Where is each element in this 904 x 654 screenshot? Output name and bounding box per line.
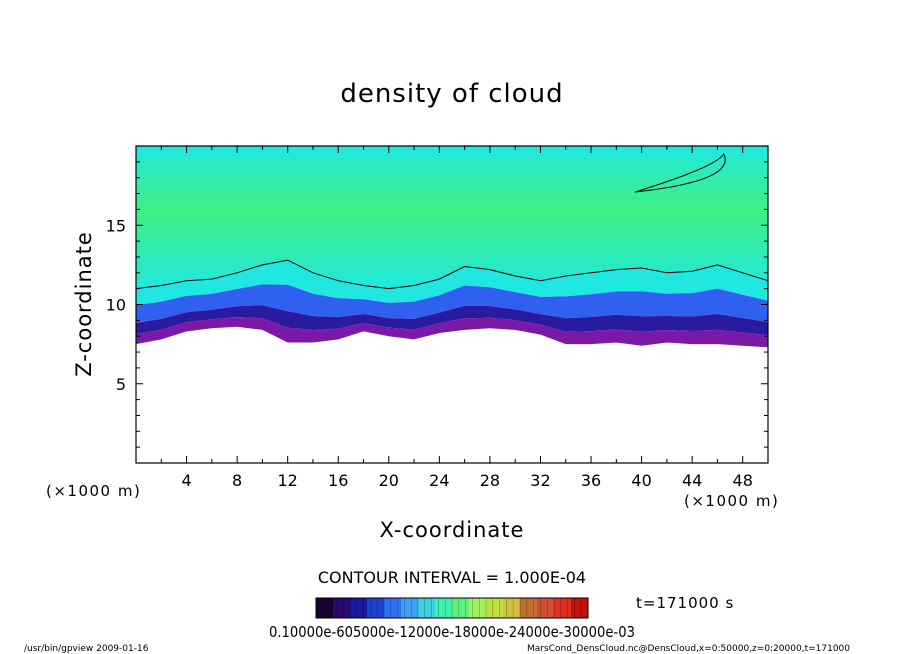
x-axis-label: X-coordinate	[380, 518, 525, 542]
field-band-indigo	[136, 305, 768, 336]
x-unit-right: (×1000 m)	[684, 492, 779, 510]
density-field	[136, 146, 768, 348]
colorbar-swatch	[418, 598, 436, 618]
colorbar-swatch	[435, 598, 453, 618]
colorbar-tick-labels: 0.10000e-605000e-12000e-18000e-24000e-30…	[269, 623, 635, 641]
colorbar-swatch	[571, 598, 589, 618]
colorbar-swatch	[367, 598, 385, 618]
colorbar-swatch	[401, 598, 419, 618]
colorbar-swatch	[469, 598, 487, 618]
x-tick-label: 4	[181, 471, 191, 490]
field-band-purple	[136, 317, 768, 348]
x-tick-label: 20	[379, 471, 399, 490]
colorbar-swatch	[333, 598, 351, 618]
x-tick-label: 48	[733, 471, 753, 490]
x-tick-label: 12	[278, 471, 298, 490]
field-band-blue	[136, 284, 768, 323]
colorbar-swatch	[537, 598, 555, 618]
contour-cloud-top	[136, 259, 768, 290]
y-axis-label: Z-coordinate	[72, 231, 96, 377]
colorbar	[316, 598, 589, 618]
y-tick-label: 5	[116, 375, 126, 394]
footer-right: MarsCond_DensCloud.nc@DensCloud,x=0:5000…	[527, 644, 850, 654]
y-axis-ticks: 5 10 15	[106, 161, 768, 448]
x-tick-label: 8	[232, 471, 242, 490]
x-axis-ticks: 4 8 12 16 20 24 28 32 36 40 44 48	[160, 146, 753, 490]
time-label: t=171000 s	[636, 594, 734, 612]
colorbar-swatch	[452, 598, 470, 618]
y-tick-label: 15	[106, 216, 126, 235]
contour-upper-right	[635, 152, 726, 193]
x-unit-left: (×1000 m)	[46, 482, 141, 500]
colorbar-swatch	[554, 598, 572, 618]
x-tick-label: 36	[581, 471, 601, 490]
colorbar-frame	[315, 597, 589, 619]
x-tick-label: 32	[530, 471, 550, 490]
field-band-upper	[136, 146, 768, 289]
footer-left: /usr/bin/gpview 2009-01-16	[24, 644, 149, 654]
colorbar-swatch	[350, 598, 368, 618]
colorbar-swatch	[486, 598, 504, 618]
x-tick-label: 40	[631, 471, 651, 490]
colorbar-swatch	[503, 598, 521, 618]
colorbar-swatch	[384, 598, 402, 618]
x-tick-label: 16	[328, 471, 348, 490]
x-tick-label: 44	[682, 471, 702, 490]
x-tick-label: 28	[480, 471, 500, 490]
colorbar-swatch	[316, 598, 334, 618]
plot-field	[136, 146, 768, 463]
field-band-cyan	[136, 260, 768, 306]
contour-lines	[136, 152, 768, 290]
contour-interval-label: CONTOUR INTERVAL = 1.000E-04	[318, 568, 586, 587]
y-tick-label: 10	[106, 296, 126, 315]
chart-title: density of cloud	[340, 79, 563, 109]
x-tick-label: 24	[429, 471, 449, 490]
colorbar-swatch	[520, 598, 538, 618]
